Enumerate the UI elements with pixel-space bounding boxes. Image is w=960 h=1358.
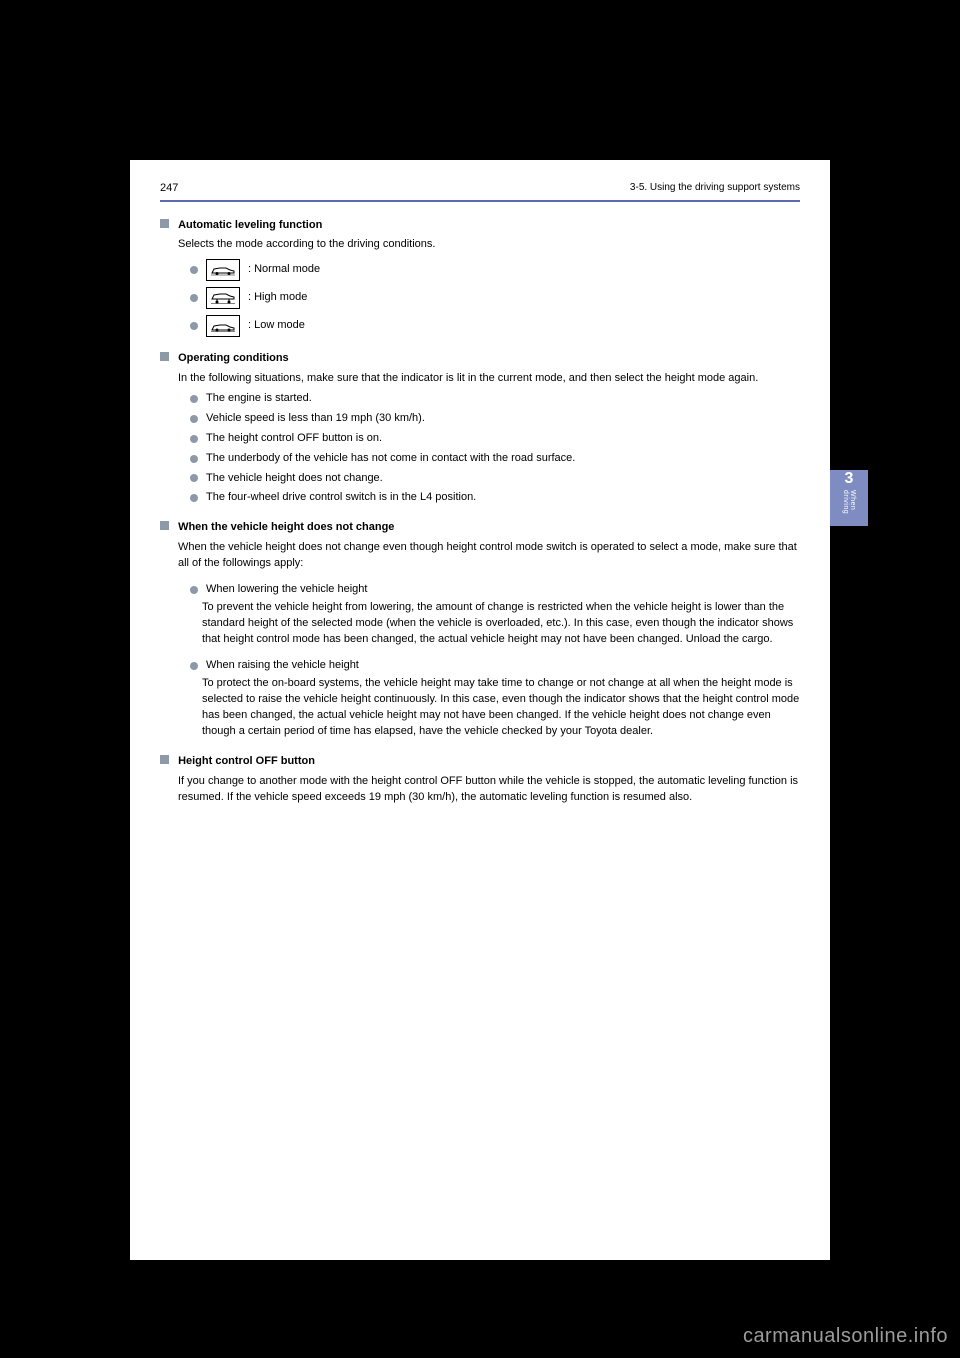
page-content: Automatic leveling function Selects the … [160,202,800,805]
sub-item-head: When raising the vehicle height [206,658,800,674]
section-height-no-change: When the vehicle height does not change … [160,520,800,739]
bullet-icon [190,662,198,670]
bullet-icon [190,415,198,423]
section-operating-conditions: Operating conditions In the following si… [160,351,800,507]
mode-label: : Low mode [248,318,800,334]
mode-label: : Normal mode [248,262,800,278]
condition-text: Vehicle speed is less than 19 mph (30 km… [206,411,800,427]
section-number: 3 [845,470,854,488]
watermark: carmanualsonline.info [743,1325,948,1348]
car-low-icon [206,315,240,337]
section-heading: Automatic leveling function [178,219,322,231]
manual-page: 247 3-5. Using the driving support syste… [130,160,830,1260]
section-subtext: Selects the mode according to the drivin… [178,237,800,253]
condition-text: The height control OFF button is on. [206,431,800,447]
sub-item-body: To prevent the vehicle height from lower… [202,600,800,648]
section-lead: When the vehicle height does not change … [178,540,800,572]
condition-item: The four-wheel drive control switch is i… [190,490,800,506]
bullet-icon [190,586,198,594]
bullet-icon [190,266,198,274]
condition-text: The underbody of the vehicle has not com… [206,451,800,467]
bullet-icon [190,494,198,502]
section-tab: 3 When driving [830,470,868,526]
car-high-icon [206,287,240,309]
condition-text: The vehicle height does not change. [206,471,800,487]
mode-label: : High mode [248,290,800,306]
bullet-icon [190,395,198,403]
sub-item-head: When lowering the vehicle height [206,582,800,598]
mode-item: : High mode [190,287,800,309]
section-body: If you change to another mode with the h… [178,774,800,806]
mode-item: : Low mode [190,315,800,337]
car-normal-icon [206,259,240,281]
square-icon [160,219,169,228]
bullet-icon [190,474,198,482]
mode-item: : Normal mode [190,259,800,281]
section-off-button: Height control OFF button If you change … [160,754,800,806]
section-heading: When the vehicle height does not change [178,521,394,533]
condition-text: The four-wheel drive control switch is i… [206,490,800,506]
square-icon [160,521,169,530]
bullet-icon [190,322,198,330]
section-lead: In the following situations, make sure t… [178,371,800,387]
bullet-icon [190,455,198,463]
page-header: 247 3-5. Using the driving support syste… [160,182,800,202]
breadcrumb: 3-5. Using the driving support systems [630,182,800,194]
square-icon [160,352,169,361]
sub-item: When lowering the vehicle height [190,582,800,598]
section-auto-leveling: Automatic leveling function Selects the … [160,218,800,337]
condition-item: The vehicle height does not change. [190,471,800,487]
condition-text: The engine is started. [206,391,800,407]
condition-item: The height control OFF button is on. [190,431,800,447]
section-label: When driving [842,490,856,526]
square-icon [160,755,169,764]
bullet-icon [190,294,198,302]
page-number: 247 [160,182,178,194]
sub-item-body: To protect the on-board systems, the veh… [202,676,800,740]
condition-item: Vehicle speed is less than 19 mph (30 km… [190,411,800,427]
condition-item: The engine is started. [190,391,800,407]
sub-item: When raising the vehicle height [190,658,800,674]
bullet-icon [190,435,198,443]
condition-item: The underbody of the vehicle has not com… [190,451,800,467]
section-heading: Operating conditions [178,352,289,364]
section-heading: Height control OFF button [178,755,315,767]
